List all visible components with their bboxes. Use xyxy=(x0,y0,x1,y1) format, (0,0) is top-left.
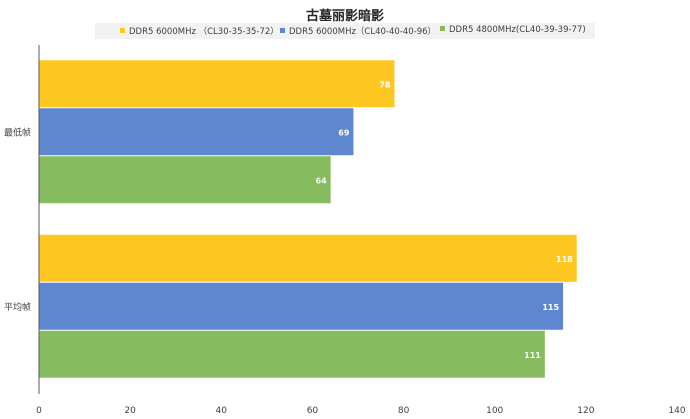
x-tick-label-1: 20 xyxy=(124,406,136,416)
x-tick-label-2: 40 xyxy=(216,406,228,416)
legend-item-1: DDR5 6000MHz（CL40-40-40-96） xyxy=(280,25,436,37)
chart-title: 古墓丽影暗影 xyxy=(305,9,384,24)
x-tick-label-0: 0 xyxy=(36,406,42,416)
x-tick-label-4: 80 xyxy=(398,406,410,416)
legend-label-0: DDR5 6000MHz （CL30-35-35-72） xyxy=(129,27,279,37)
x-tick-label-6: 120 xyxy=(577,406,594,416)
legend-item-0: DDR5 6000MHz （CL30-35-35-72） xyxy=(120,25,279,37)
bar-0-2 xyxy=(39,156,331,204)
data-label-1-1: 115 xyxy=(542,303,559,312)
legend-label-2: DDR5 4800MHz(CL40-39-39-77) xyxy=(449,25,586,35)
data-label-1-2: 111 xyxy=(524,351,541,360)
bar-1-2 xyxy=(39,330,545,378)
legend-swatch-2 xyxy=(440,26,445,31)
bar-1-1 xyxy=(39,282,564,330)
bar-1-0 xyxy=(39,234,577,282)
x-tick-label-5: 100 xyxy=(486,406,503,416)
data-label-0-0: 78 xyxy=(379,80,391,89)
category-label-0: 最低帧 xyxy=(4,126,31,138)
data-label-0-2: 64 xyxy=(316,176,328,185)
legend-label-1: DDR5 6000MHz（CL40-40-40-96） xyxy=(289,27,437,37)
bar-0-1 xyxy=(39,108,354,156)
x-tick-label-3: 60 xyxy=(307,406,319,416)
category-label-1: 平均帧 xyxy=(4,301,31,313)
legend-item-2: DDR5 4800MHz(CL40-39-39-77) xyxy=(440,25,586,35)
legend: DDR5 6000MHz （CL30-35-35-72） DDR5 6000MH… xyxy=(95,23,595,39)
data-label-0-1: 69 xyxy=(338,128,350,137)
data-label-1-0: 118 xyxy=(556,255,573,264)
x-tick-label-7: 140 xyxy=(668,406,685,416)
bar-0-0 xyxy=(39,60,395,108)
legend-swatch-0 xyxy=(120,28,125,33)
legend-swatch-1 xyxy=(280,28,285,33)
